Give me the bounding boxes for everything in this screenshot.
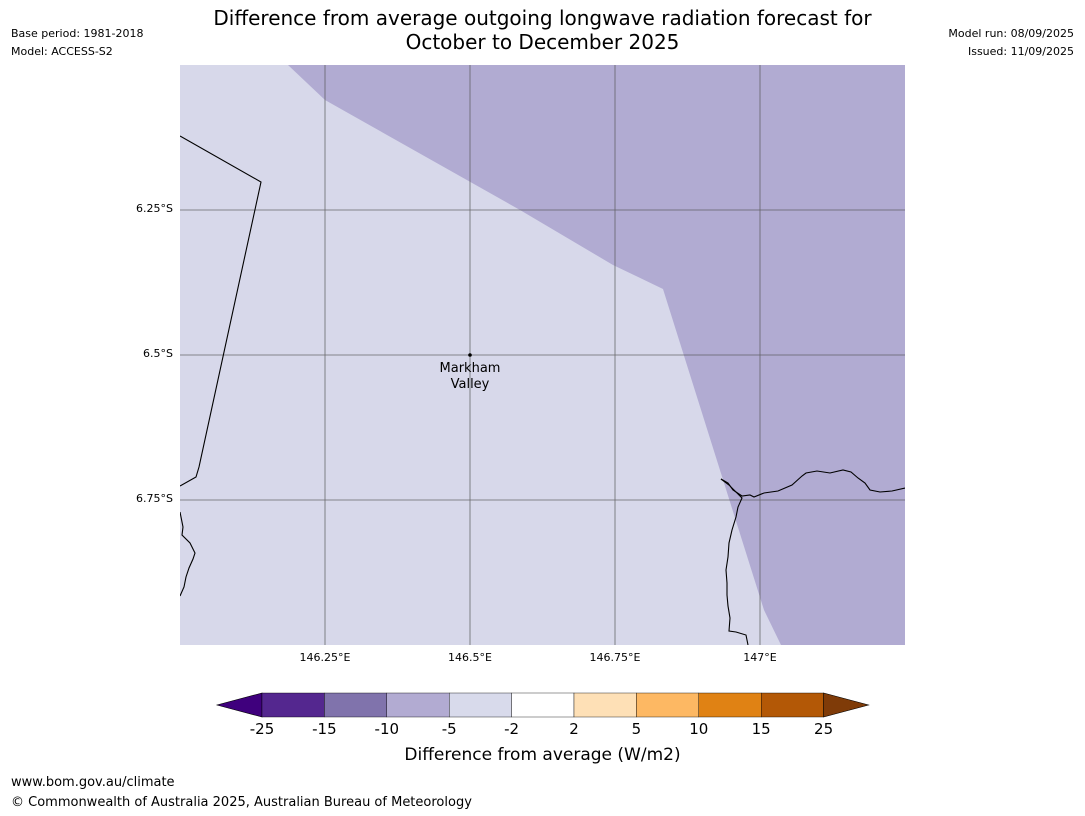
model-name: Model: ACCESS-S2: [11, 45, 113, 58]
lon-tick-147: 147°E: [743, 651, 777, 664]
markham-valley-marker: [468, 353, 472, 357]
colorbar-segment: [448, 692, 512, 718]
colorbar-tick-label: 2: [569, 720, 579, 738]
footer-copyright: © Commonwealth of Australia 2025, Austra…: [11, 795, 472, 810]
colorbar-tick-label: 5: [631, 720, 642, 738]
lon-tick-146-25: 146.25°E: [299, 651, 351, 664]
border-line-west: [180, 135, 262, 487]
colorbar-segment: [573, 692, 637, 718]
meta-left: Base period: 1981-2018 Model: ACCESS-S2: [11, 25, 143, 61]
place-label-line-2: Valley: [451, 377, 490, 392]
colorbar-segment: [261, 692, 325, 718]
colorbar-tick-label: -25: [249, 720, 275, 738]
place-label-line-1: Markham: [440, 361, 501, 376]
colorbar-tick-label: -2: [504, 720, 520, 738]
footer-url[interactable]: www.bom.gov.au/climate: [11, 775, 175, 790]
base-period: Base period: 1981-2018: [11, 27, 144, 40]
colorbar-label: Difference from average (W/m2): [404, 745, 681, 765]
colorbar-extend-low: [215, 692, 263, 718]
lon-tick-146-5: 146.5°E: [448, 651, 492, 664]
lat-tick-6-75: 6.75°S: [136, 492, 173, 505]
colorbar-segment: [324, 692, 388, 718]
colorbar-segment: [698, 692, 762, 718]
colorbar-tick-label: -15: [312, 720, 337, 738]
colorbar-extend-high: [823, 692, 870, 718]
colorbar-tick-label: -10: [374, 720, 400, 738]
title-line-2: October to December 2025: [405, 30, 680, 54]
lat-tick-6-5: 6.5°S: [143, 347, 173, 360]
colorbar-segment: [511, 692, 575, 718]
colorbar-tick-label: 15: [751, 720, 771, 738]
issued-date: Issued: 11/09/2025: [967, 45, 1074, 58]
lon-tick-146-75: 146.75°E: [589, 651, 641, 664]
colorbar-segment: [386, 692, 450, 718]
coast-east: [720, 469, 905, 498]
colorbar-segment: [761, 692, 824, 718]
colorbar-tick-label: 25: [814, 720, 834, 738]
map-title: Difference from average outgoing longwav…: [180, 6, 905, 54]
colorbar: [215, 692, 870, 718]
coast-river: [720, 478, 749, 645]
colorbar-segment: [636, 692, 699, 718]
title-line-1: Difference from average outgoing longwav…: [213, 6, 872, 30]
coastlines: [180, 135, 905, 645]
lat-tick-6-25: 6.25°S: [136, 202, 173, 215]
colorbar-tick-label: 10: [689, 720, 709, 738]
meta-right: Model run: 08/09/2025 Issued: 11/09/2025: [948, 25, 1074, 61]
colorbar-tick-label: -5: [441, 720, 457, 738]
coast-west: [180, 511, 196, 597]
model-run: Model run: 08/09/2025: [948, 27, 1074, 40]
map-panel: Markham Valley: [180, 65, 905, 645]
